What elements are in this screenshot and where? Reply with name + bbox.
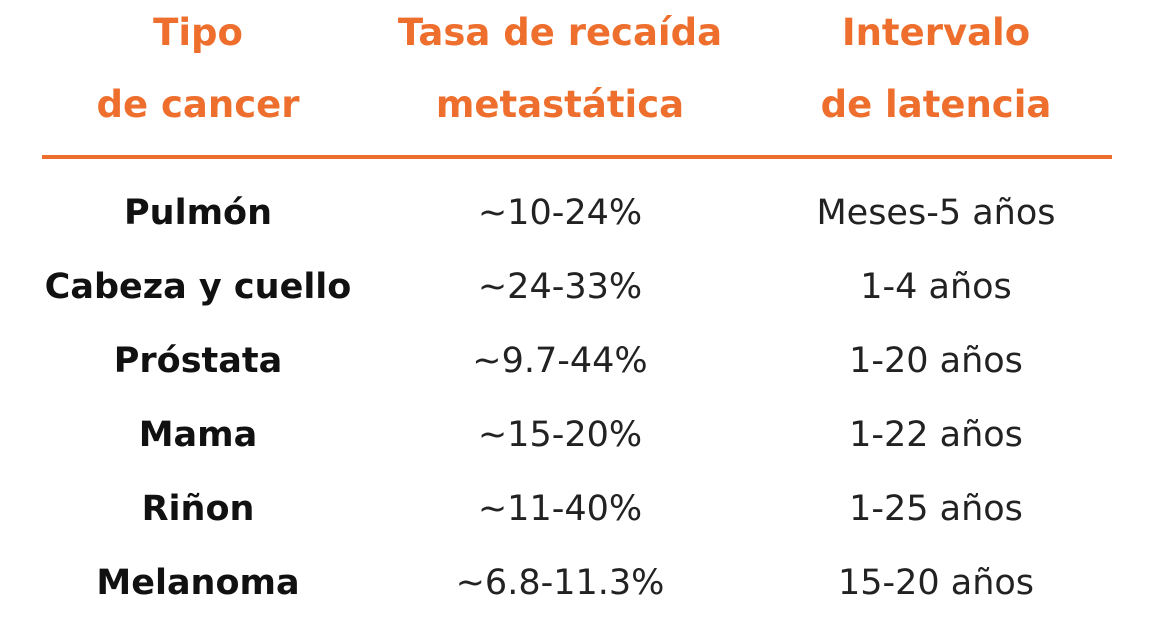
table-cell: ~10-24% [477, 193, 643, 233]
header-cell: metastática [435, 83, 685, 126]
table-cell: Meses-5 años [816, 193, 1056, 233]
header-cell: Tipo [153, 11, 243, 54]
table-cell: Melanoma [96, 563, 300, 603]
table-cell: ~15-20% [477, 415, 643, 455]
table-cell: Próstata [113, 341, 283, 381]
header-rule [42, 155, 1112, 159]
table-cell: Cabeza y cuello [44, 267, 352, 307]
table-cell: Pulmón [124, 193, 272, 233]
table-cell: ~11-40% [477, 489, 643, 529]
table-cell: 1-20 años [849, 341, 1023, 381]
header-cell: Tasa de recaída [397, 11, 723, 54]
table-cell: 1-25 años [849, 489, 1023, 529]
table-cell: ~24-33% [477, 267, 643, 307]
table-cell: 1-4 años [860, 267, 1012, 307]
table-cell: ~9.7-44% [472, 341, 648, 381]
table-cell: Riñon [141, 489, 255, 529]
table-cell: 15-20 años [837, 563, 1035, 603]
table-cell: ~6.8-11.3% [455, 563, 665, 603]
table-cell: 1-22 años [849, 415, 1023, 455]
header-cell: de cancer [96, 83, 300, 126]
header-cell: Intervalo [841, 11, 1031, 54]
header-cell: de latencia [820, 83, 1052, 126]
table-cell: Mama [138, 415, 258, 455]
